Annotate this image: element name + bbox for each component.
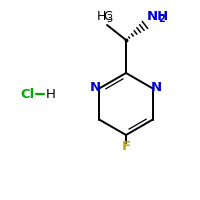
Text: 2: 2 xyxy=(158,14,165,24)
Text: 3: 3 xyxy=(106,14,112,24)
Text: Cl: Cl xyxy=(21,88,35,100)
Text: C: C xyxy=(103,10,112,23)
Text: H: H xyxy=(97,10,106,23)
Text: H: H xyxy=(46,88,55,100)
Text: F: F xyxy=(121,140,131,154)
Text: N: N xyxy=(151,81,162,94)
Text: NH: NH xyxy=(147,10,169,23)
Text: N: N xyxy=(90,81,101,94)
